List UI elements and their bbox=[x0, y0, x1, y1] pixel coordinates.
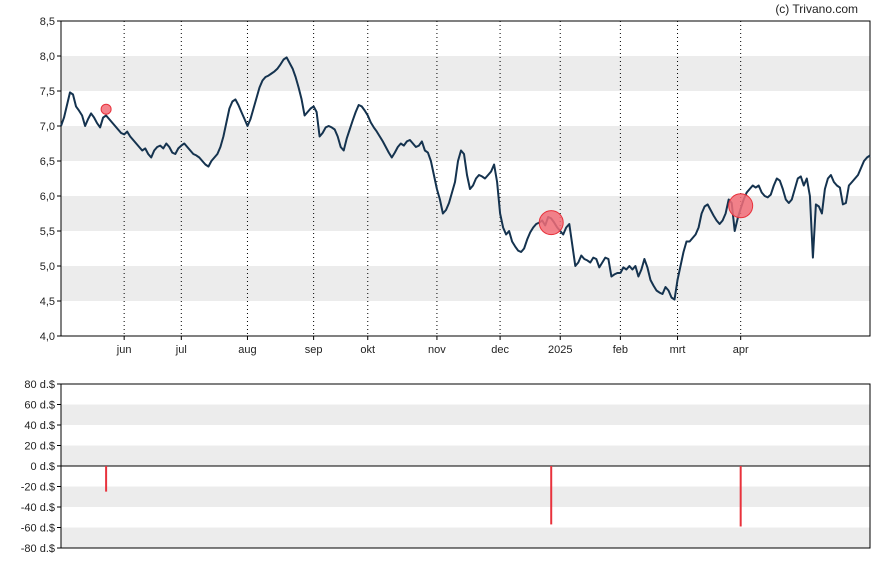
y-tick-label: 4,0 bbox=[40, 331, 55, 343]
y-tick-label: 40 d.$ bbox=[24, 420, 55, 432]
price-plot-frame bbox=[60, 20, 871, 337]
y-tick-label: 7,0 bbox=[40, 121, 55, 133]
y-tick-label: -80 d.$ bbox=[21, 543, 55, 555]
dividend-marker bbox=[100, 103, 112, 115]
price-band bbox=[61, 266, 870, 301]
dividend-marker bbox=[538, 210, 564, 236]
x-tick-label: jul bbox=[175, 344, 187, 356]
y-tick-label: 8,0 bbox=[40, 51, 55, 63]
copyright-text: (c) Trivano.com bbox=[775, 2, 858, 16]
x-tick-label: dec bbox=[491, 344, 509, 356]
dividend-band bbox=[61, 486, 870, 507]
x-tick-label: aug bbox=[238, 344, 256, 356]
price-band bbox=[61, 56, 870, 91]
y-tick-label: 60 d.$ bbox=[24, 400, 55, 412]
y-tick-label: 8,5 bbox=[40, 16, 55, 28]
y-tick-label: 6,0 bbox=[40, 191, 55, 203]
dividend-band bbox=[61, 445, 870, 466]
y-tick-label: 20 d.$ bbox=[24, 441, 55, 453]
y-tick-label: 4,5 bbox=[40, 296, 55, 308]
y-tick-label: 80 d.$ bbox=[24, 379, 55, 391]
y-tick-label: 7,5 bbox=[40, 86, 55, 98]
y-tick-label: 6,5 bbox=[40, 156, 55, 168]
y-tick-label: 5,5 bbox=[40, 226, 55, 238]
y-tick-label: 0 d.$ bbox=[31, 461, 55, 473]
x-tick-label: jun bbox=[116, 344, 132, 356]
dividend-plot-frame bbox=[60, 383, 871, 549]
dividend-band bbox=[61, 404, 870, 425]
price-band bbox=[61, 126, 870, 161]
price-chart-panel: jun jul aug sep okt nov dec 2025 feb mrt apr 4,0 4,5… bbox=[40, 16, 871, 356]
price-line bbox=[60, 56, 871, 301]
x-tick-label: mrt bbox=[670, 344, 686, 356]
x-tick-label: okt bbox=[360, 344, 375, 356]
y-tick-label: -20 d.$ bbox=[21, 482, 55, 494]
dividend-band bbox=[61, 527, 870, 548]
dividend-marker bbox=[728, 193, 754, 219]
x-tick-label: 2025 bbox=[548, 344, 572, 356]
x-tick-label: apr bbox=[733, 344, 749, 356]
x-tick-label: sep bbox=[305, 344, 323, 356]
x-tick-label: feb bbox=[613, 344, 628, 356]
y-tick-label: -40 d.$ bbox=[21, 502, 55, 514]
x-tick-label: nov bbox=[428, 344, 446, 356]
y-tick-label: -60 d.$ bbox=[21, 523, 55, 535]
dividend-chart-panel: 80 d.$ 60 d.$ 40 d.$ 20 d.$ 0 d.$ -20 d.$ -40 … bbox=[21, 379, 871, 555]
y-tick-label: 5,0 bbox=[40, 261, 55, 273]
